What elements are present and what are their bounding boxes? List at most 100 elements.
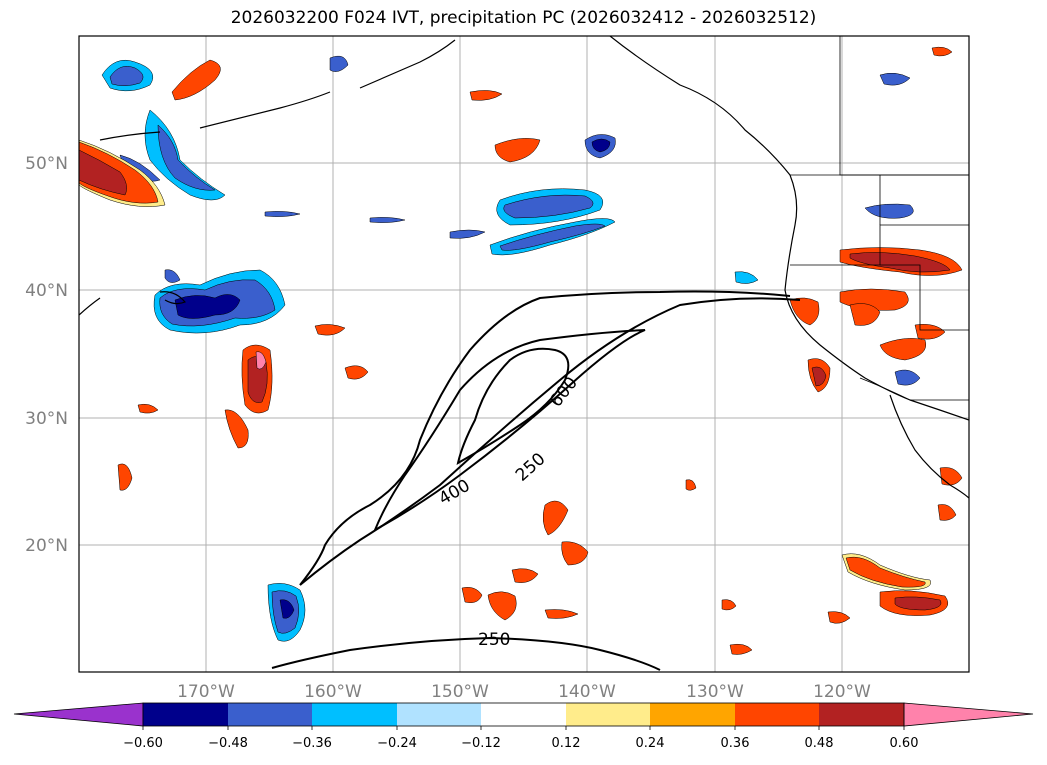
precip-blob <box>591 138 611 153</box>
ivt-contour-400 <box>373 329 646 533</box>
precip-blob <box>542 500 569 536</box>
precip-blob <box>109 66 144 86</box>
colorbar-tick-label: −0.36 <box>292 736 332 751</box>
precip-blob <box>117 463 133 491</box>
precip-blob <box>561 541 589 566</box>
precip-blob <box>494 138 541 163</box>
colorbar-swatch <box>397 703 481 726</box>
precip-blob <box>469 90 503 101</box>
precip-blob <box>344 365 369 380</box>
colorbar-extend-high <box>903 702 1034 727</box>
colorbar-swatch <box>481 703 566 726</box>
precip-blob <box>279 599 295 619</box>
precip-blob <box>849 303 881 326</box>
precip-blob <box>137 403 159 414</box>
lon-label-170w: 170°W <box>177 682 235 702</box>
precip-blob <box>879 72 911 86</box>
precip-blob <box>721 599 737 611</box>
precip-blob <box>544 609 579 619</box>
colorbar-tick-label: 0.36 <box>721 736 750 751</box>
map-title: 2026032200 F024 IVT, precipitation PC (2… <box>230 8 817 28</box>
lon-label-130w: 130°W <box>686 682 744 702</box>
precip-blob <box>461 587 483 603</box>
colorbar-extend-low <box>13 702 144 727</box>
precip-blob <box>264 211 301 217</box>
precip-blob <box>255 351 267 370</box>
colorbar-swatch <box>312 703 397 726</box>
precip-blob <box>329 55 349 72</box>
precip-blob <box>449 229 486 239</box>
ivt-contour-label: 250 <box>478 630 510 650</box>
map-frame <box>78 35 970 673</box>
colorbar-swatch <box>228 703 312 726</box>
graticule <box>79 36 969 672</box>
colorbar-tick-label: 0.24 <box>636 736 665 751</box>
colorbar-tick-label: −0.48 <box>208 736 248 751</box>
lon-label-150w: 150°W <box>431 682 489 702</box>
precip-blob <box>937 504 957 521</box>
colorbar-swatch <box>143 703 228 726</box>
colorbar-tick-label: −0.60 <box>123 736 163 751</box>
precip-blob <box>734 271 759 284</box>
precip-blob <box>171 59 221 101</box>
precip-blob <box>845 556 926 588</box>
lon-label-140w: 140°W <box>558 682 616 702</box>
colorbar-swatch <box>566 703 650 726</box>
precip-blob <box>174 294 241 319</box>
precip-blob <box>314 324 346 336</box>
lon-label-120w: 120°W <box>813 682 871 702</box>
coastline-aleutian <box>99 131 161 141</box>
colorbar-tick-label: 0.12 <box>552 736 581 751</box>
precip-blob <box>914 324 946 340</box>
ivt-contour-250-outer <box>299 290 791 586</box>
colorbar-swatch <box>650 703 735 726</box>
lat-label-40n: 40°N <box>25 281 68 301</box>
precip-blob <box>827 611 851 624</box>
lon-label-160w: 160°W <box>304 682 362 702</box>
precip-blob <box>894 369 921 386</box>
ivt-contour-600 <box>456 347 570 465</box>
precip-blob <box>685 479 697 491</box>
colorbar-tick-label: −0.12 <box>461 736 501 751</box>
political-borders <box>790 36 969 401</box>
precip-blob <box>864 203 914 219</box>
colorbar-tick-label: 0.48 <box>805 736 834 751</box>
ivt-contour-250-inner <box>299 297 801 586</box>
border-states <box>880 264 969 331</box>
lat-label-20n: 20°N <box>25 536 68 556</box>
precip-blob <box>789 297 820 326</box>
colorbar-frame <box>142 702 905 727</box>
ivt-contours <box>271 290 801 671</box>
coastline-fragment <box>79 297 101 316</box>
precip-blob <box>811 366 827 387</box>
coastline-aleutian <box>199 91 331 129</box>
coastline-alaska <box>359 39 456 89</box>
precip-blob <box>503 194 594 219</box>
coastline-baja <box>889 394 969 499</box>
colorbar-swatch <box>819 703 904 726</box>
border-us-mexico <box>859 377 969 401</box>
colorbar-tick-label: 0.60 <box>890 736 919 751</box>
precip-blob <box>164 269 181 283</box>
precip-blob <box>931 46 953 57</box>
precip-blob <box>894 596 942 611</box>
precip-blob <box>157 124 216 191</box>
precip-blob <box>487 591 517 621</box>
negative-precip-blobs <box>101 55 921 642</box>
colorbar-swatch <box>735 703 819 726</box>
positive-precip-blobs <box>79 46 963 655</box>
border-states <box>790 224 969 266</box>
colorbar-tick-label: −0.24 <box>377 736 417 751</box>
island-outline <box>159 291 186 305</box>
colorbar: −0.60 −0.48 −0.36 −0.24 −0.12 0.12 0.24 … <box>13 702 1034 751</box>
precip-blob <box>224 409 249 449</box>
lat-label-50n: 50°N <box>25 154 68 174</box>
precip-blob <box>369 217 406 223</box>
precip-blob <box>729 643 753 655</box>
ivt-contour-250-south <box>271 636 661 671</box>
lat-label-30n: 30°N <box>25 409 68 429</box>
precip-blob <box>879 338 927 361</box>
precip-blob <box>511 568 539 583</box>
precip-blob <box>939 467 963 486</box>
